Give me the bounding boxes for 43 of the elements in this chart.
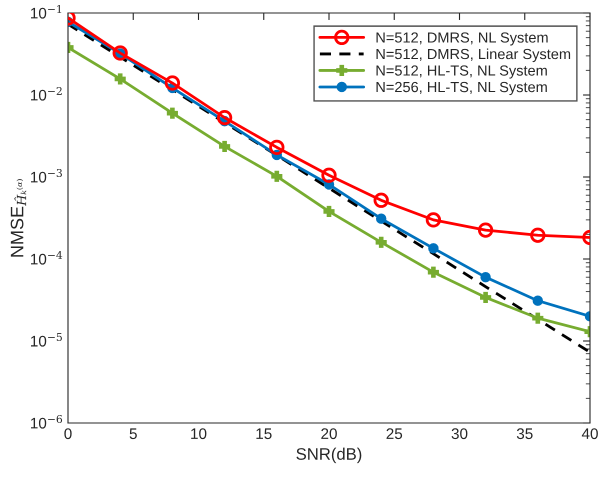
point: [374, 192, 389, 208]
point: [219, 140, 230, 152]
x-tick-label: 40: [582, 428, 598, 440]
point: [530, 228, 546, 243]
point: [376, 236, 387, 248]
x-tick-label: 15: [256, 428, 272, 440]
x-tick-label: 35: [516, 428, 533, 440]
x-tick-label: 0: [64, 428, 72, 440]
point: [114, 73, 126, 84]
point: [216, 110, 232, 126]
point: [166, 108, 178, 119]
point: [480, 272, 491, 282]
point: [532, 296, 544, 306]
y-axis-title: NMSE$_{Ĥₖ⁽ᵅ⁾}$: [10, 179, 26, 257]
point: [271, 170, 282, 182]
point: [269, 140, 284, 155]
x-tick-label: 5: [130, 428, 137, 440]
legend-label: N=512, HL-TS, NL System: [376, 65, 547, 79]
y-tick-label: 10$^{−2}$: [31, 86, 62, 101]
y-tick-label: 10$^{−4}$: [31, 250, 62, 265]
point: [376, 214, 386, 224]
y-tick-label: 10$^{−5}$: [31, 333, 62, 347]
point: [428, 266, 439, 278]
point: [426, 212, 442, 228]
legend-label: N=256, HL-TS, NL System: [376, 82, 547, 96]
legend-label: N=512, DMRS, NL System: [376, 32, 548, 46]
y-tick-label: 10$^{−3}$: [31, 168, 62, 183]
point: [321, 168, 337, 183]
point: [164, 75, 180, 91]
x-tick-label: 20: [321, 428, 337, 440]
y-tick-label: 10$^{−6}$: [31, 414, 62, 429]
x-tick-label: 10: [191, 428, 206, 440]
point: [480, 292, 492, 303]
point: [112, 45, 128, 61]
x-tick-label: 25: [386, 428, 402, 440]
point: [323, 206, 335, 218]
y-tick-label: 10$^{−1}$: [31, 4, 62, 19]
point: [478, 222, 494, 238]
legend-label: N=512, DMRS, Linear System: [376, 48, 570, 62]
x-tick-label: 30: [452, 428, 468, 440]
point: [532, 312, 544, 324]
point: [428, 243, 439, 254]
x-axis-title: SNR(dB): [296, 448, 362, 464]
